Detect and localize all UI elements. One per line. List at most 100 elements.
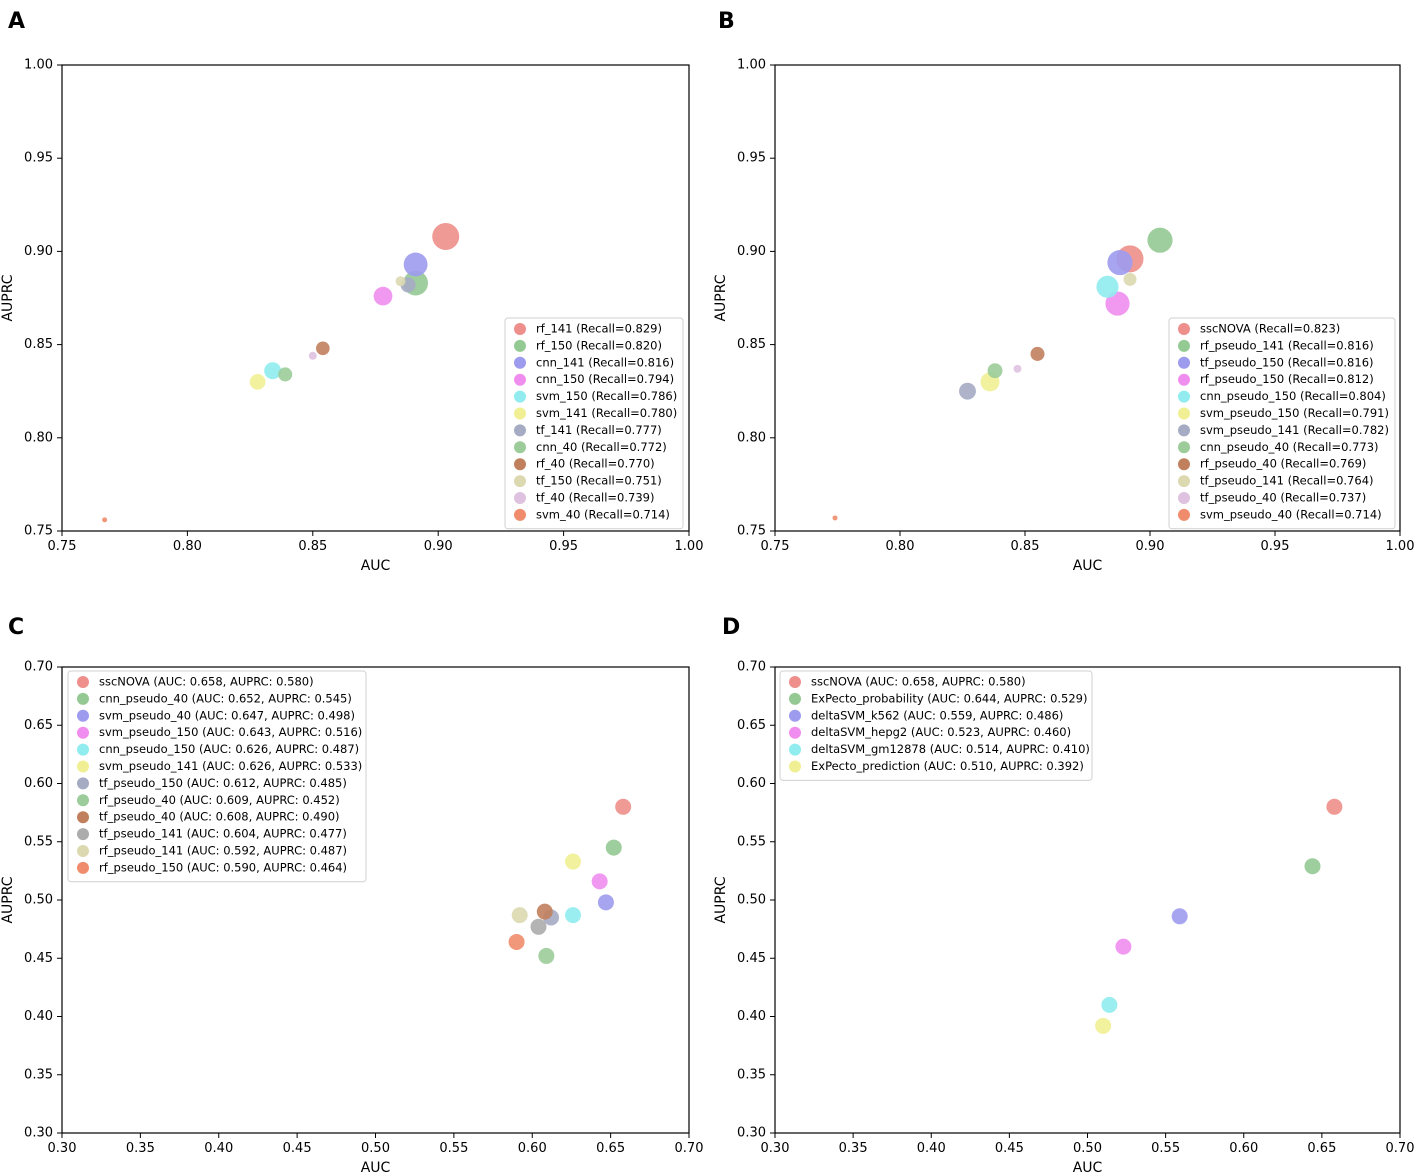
legend-marker bbox=[1178, 339, 1190, 352]
x-tick-label: 0.90 bbox=[1136, 539, 1165, 554]
legend-label: ExPecto_prediction (AUC: 0.510, AUPRC: 0… bbox=[811, 759, 1084, 773]
legend-label: rf_pseudo_150 (Recall=0.812) bbox=[1200, 372, 1374, 386]
legend-label: tf_40 (Recall=0.739) bbox=[536, 491, 654, 505]
legend-label: deltaSVM_k562 (AUC: 0.559, AUPRC: 0.486) bbox=[811, 708, 1063, 722]
legend-marker bbox=[514, 424, 526, 437]
x-tick-label: 0.95 bbox=[549, 539, 578, 554]
legend-marker bbox=[514, 492, 526, 504]
legend-label: svm_pseudo_150 (Recall=0.791) bbox=[1200, 406, 1389, 420]
data-point bbox=[530, 918, 547, 935]
legend-marker bbox=[514, 508, 526, 521]
legend-marker bbox=[789, 743, 801, 756]
y-tick-label: 0.90 bbox=[737, 244, 766, 259]
y-tick-label: 0.45 bbox=[24, 951, 53, 966]
y-tick-label: 0.50 bbox=[24, 893, 53, 908]
data-point bbox=[1096, 275, 1119, 298]
y-tick-label: 0.55 bbox=[737, 834, 766, 849]
y-tick-label: 0.30 bbox=[737, 1126, 766, 1141]
legend-marker bbox=[1178, 424, 1190, 437]
data-point bbox=[278, 367, 293, 382]
y-axis-label: AUPRC bbox=[0, 876, 16, 923]
y-tick-label: 0.80 bbox=[24, 430, 53, 445]
legend-label: tf_pseudo_141 (AUC: 0.604, AUPRC: 0.477) bbox=[99, 827, 347, 841]
y-tick-label: 0.70 bbox=[24, 660, 53, 675]
x-tick-label: 0.60 bbox=[1229, 1141, 1258, 1156]
x-tick-label: 0.40 bbox=[204, 1141, 233, 1156]
panel-A: A 0.75 0.80 0.85 0.90 0.95 1.00 0.75 0.80 0.85 0.9… bbox=[0, 9, 703, 574]
y-tick-label: 0.80 bbox=[737, 430, 766, 445]
data-point bbox=[565, 853, 582, 870]
y-tick-label: 1.00 bbox=[737, 58, 766, 73]
y-tick-label: 0.65 bbox=[737, 718, 766, 733]
x-tick-label: 1.00 bbox=[1386, 539, 1415, 554]
legend-label: rf_pseudo_141 (AUC: 0.592, AUPRC: 0.487) bbox=[99, 844, 347, 858]
panel-label: A bbox=[8, 9, 25, 34]
data-point bbox=[538, 947, 555, 964]
x-tick-label: 0.70 bbox=[1386, 1141, 1415, 1156]
legend-marker bbox=[789, 709, 801, 722]
x-tick-label: 0.85 bbox=[298, 539, 327, 554]
y-tick-label: 0.75 bbox=[24, 524, 53, 539]
legend-marker bbox=[1178, 407, 1190, 420]
x-tick-label: 0.35 bbox=[839, 1141, 868, 1156]
x-tick-label: 0.65 bbox=[1307, 1141, 1336, 1156]
legend-marker bbox=[1178, 441, 1190, 454]
legend-marker bbox=[77, 743, 89, 756]
y-tick-label: 0.70 bbox=[737, 660, 766, 675]
y-tick-label: 0.75 bbox=[737, 524, 766, 539]
panel-B: B 0.75 0.80 0.85 0.90 0.95 1.00 0.75 0.80 0.85 0.9… bbox=[713, 9, 1414, 574]
legend-label: rf_40 (Recall=0.770) bbox=[536, 457, 655, 471]
legend-marker bbox=[77, 828, 89, 841]
x-tick-label: 0.80 bbox=[886, 539, 915, 554]
legend-marker bbox=[77, 760, 89, 773]
legend-label: cnn_pseudo_40 (AUC: 0.652, AUPRC: 0.545) bbox=[99, 691, 352, 705]
panel-D: D 0.30 0.35 0.40 0.45 0.50 0.55 0.60 0.65 0.70 0.3… bbox=[713, 615, 1414, 1176]
data-point bbox=[536, 903, 553, 920]
legend-label: rf_pseudo_150 (AUC: 0.590, AUPRC: 0.464) bbox=[99, 860, 347, 874]
x-tick-label: 0.45 bbox=[995, 1141, 1024, 1156]
legend-marker bbox=[514, 373, 526, 386]
legend-marker bbox=[514, 441, 526, 454]
y-tick-label: 0.30 bbox=[24, 1126, 53, 1141]
data-point bbox=[403, 252, 428, 277]
legend-marker bbox=[77, 709, 89, 722]
data-point bbox=[1095, 1017, 1112, 1034]
legend-marker bbox=[77, 845, 89, 857]
legend-marker bbox=[514, 323, 526, 335]
data-point bbox=[591, 873, 608, 890]
legend-marker bbox=[77, 794, 89, 807]
legend-marker bbox=[514, 356, 526, 369]
legend-label: svm_pseudo_40 (AUC: 0.647, AUPRC: 0.498) bbox=[99, 708, 355, 722]
x-tick-label: 0.40 bbox=[917, 1141, 946, 1156]
x-tick-label: 0.60 bbox=[518, 1141, 547, 1156]
data-point bbox=[615, 798, 632, 815]
legend-label: cnn_pseudo_40 (Recall=0.773) bbox=[1200, 440, 1379, 454]
legend-marker bbox=[1178, 508, 1190, 521]
legend-label: tf_141 (Recall=0.777) bbox=[536, 423, 662, 437]
y-tick-label: 0.60 bbox=[24, 776, 53, 791]
legend-marker bbox=[77, 726, 89, 739]
plot-frame bbox=[774, 64, 1401, 532]
data-point bbox=[316, 341, 330, 356]
data-point bbox=[264, 362, 282, 380]
legend-marker bbox=[1178, 373, 1190, 386]
legend-label: sscNOVA (AUC: 0.658, AUPRC: 0.580) bbox=[99, 675, 314, 689]
legend-label: svm_pseudo_150 (AUC: 0.643, AUPRC: 0.516… bbox=[99, 725, 362, 739]
data-point bbox=[1030, 346, 1045, 361]
legend-label: tf_pseudo_150 (AUC: 0.612, AUPRC: 0.485) bbox=[99, 776, 347, 790]
legend-label: deltaSVM_hepg2 (AUC: 0.523, AUPRC: 0.460… bbox=[811, 725, 1071, 739]
legend-marker bbox=[514, 390, 526, 403]
legend-marker bbox=[1178, 323, 1190, 335]
y-tick-label: 0.85 bbox=[24, 337, 53, 352]
y-tick-label: 0.65 bbox=[24, 718, 53, 733]
data-point bbox=[597, 894, 614, 911]
legend-marker bbox=[1178, 390, 1190, 403]
y-axis-label: AUPRC bbox=[0, 274, 16, 321]
data-point bbox=[511, 907, 528, 924]
legend bbox=[779, 670, 1093, 781]
data-point bbox=[508, 933, 525, 950]
legend-label: cnn_pseudo_150 (Recall=0.804) bbox=[1200, 389, 1386, 403]
data-point bbox=[1147, 227, 1173, 253]
legend-label: deltaSVM_gm12878 (AUC: 0.514, AUPRC: 0.4… bbox=[811, 742, 1090, 756]
y-tick-label: 0.50 bbox=[737, 893, 766, 908]
